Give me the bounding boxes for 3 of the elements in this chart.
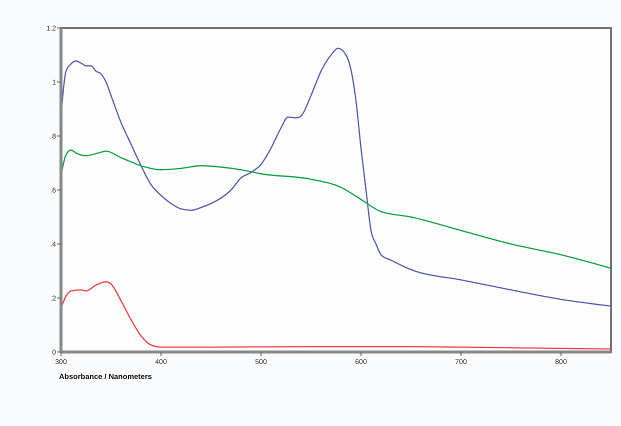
line-series xyxy=(60,149,612,269)
line-series xyxy=(60,281,612,350)
line-series xyxy=(60,48,612,307)
